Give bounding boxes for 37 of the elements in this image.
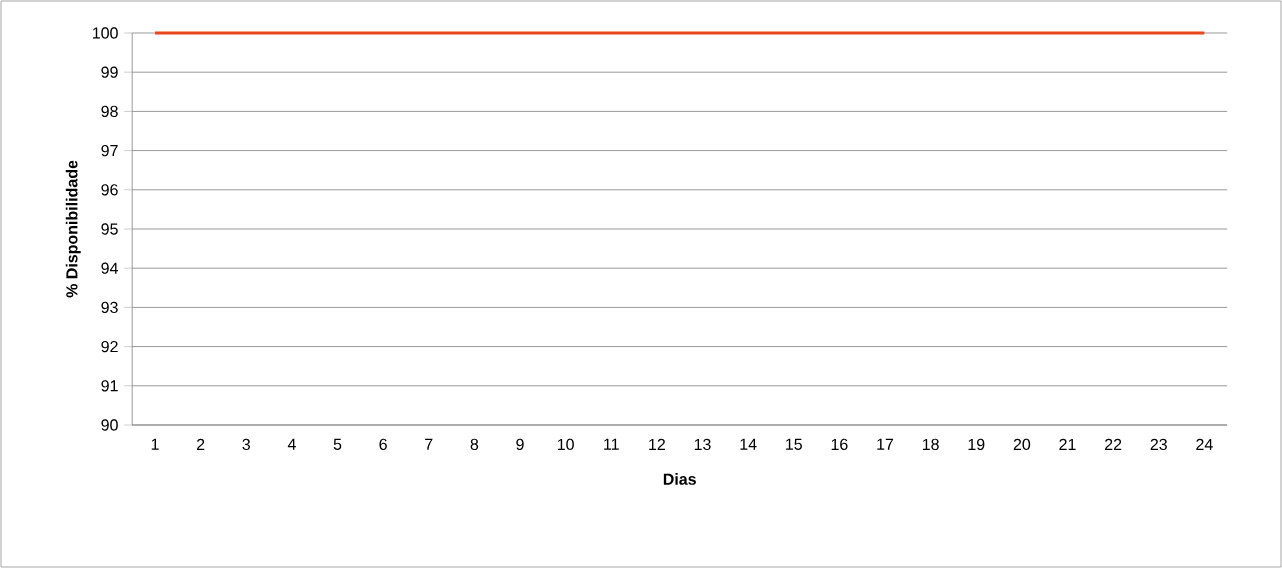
x-tick-label: 14: [740, 438, 757, 450]
x-tick-label: 11: [604, 438, 619, 450]
y-tick-label: 99: [101, 66, 118, 78]
y-tick-label: 96: [101, 184, 118, 196]
x-tick-label: 16: [831, 438, 848, 451]
y-tick-label: 93: [101, 301, 118, 314]
y-tick-label: 97: [101, 144, 118, 157]
x-tick-label: 5: [333, 438, 342, 450]
x-tick-label: 10: [557, 438, 574, 451]
x-tick-label: 19: [968, 438, 985, 451]
x-tick-label: 20: [1013, 438, 1031, 451]
y-tick-label: 92: [101, 340, 118, 353]
y-axis-title: % Disponibilidade: [65, 160, 81, 298]
x-tick-label: 9: [516, 438, 524, 451]
y-tick-label: 91: [101, 380, 118, 392]
x-tick-label: 24: [1196, 438, 1213, 450]
x-tick-label: 6: [379, 438, 387, 451]
y-tick-label: 95: [101, 223, 118, 235]
x-tick-label: 12: [649, 438, 665, 450]
y-tick-label: 94: [101, 262, 118, 274]
x-tick-label: 23: [1150, 438, 1167, 451]
y-tick-label: 90: [101, 419, 118, 431]
y-tick-label: 100: [92, 27, 118, 39]
x-tick-label: 21: [1059, 438, 1076, 450]
x-tick-label: 7: [425, 438, 433, 450]
x-tick-label: 13: [694, 438, 711, 451]
x-tick-label: 4: [287, 438, 296, 450]
x-tick-label: 3: [242, 438, 250, 451]
x-tick-label: 2: [197, 438, 205, 450]
y-tick-label: 98: [101, 105, 118, 118]
x-tick-label: 17: [877, 438, 894, 450]
x-tick-label: 18: [922, 438, 939, 451]
x-tick-label: 22: [1105, 438, 1122, 450]
x-axis-title: Dias: [663, 473, 696, 485]
x-tick-label: 1: [151, 438, 159, 450]
x-tick-label: 8: [470, 438, 479, 451]
x-tick-label: 15: [786, 438, 802, 450]
